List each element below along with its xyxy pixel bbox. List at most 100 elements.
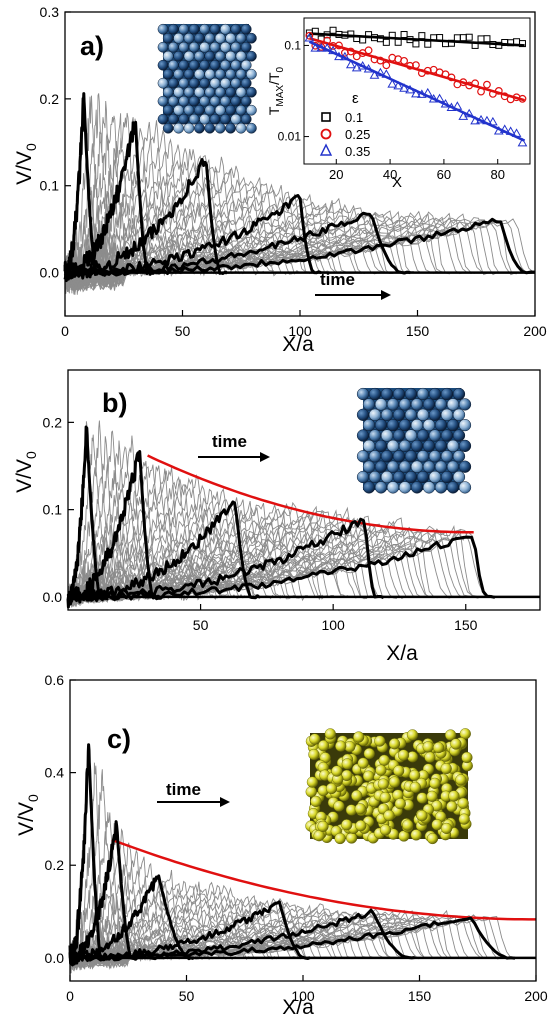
inset-marker-square	[465, 33, 473, 41]
black-waveform	[67, 535, 496, 602]
inset-marker-triangle	[399, 83, 409, 92]
black-waveform	[68, 900, 311, 963]
gray-waveform	[69, 896, 271, 969]
panel-a: 0 50 100 150 200 0.0 0.1 0.2 0.3 a) time X/a V/V…	[13, 4, 547, 356]
plot-frame-b	[67, 369, 541, 611]
y-tick-label: 0.2	[43, 414, 63, 430]
x-tick-label: 200	[523, 323, 547, 339]
panel-b: 50 100 150 0.0 0.1 0.2 b) time X/a V/V0	[13, 369, 541, 665]
inset-x-tick-label: 20	[329, 167, 343, 182]
sphere-packing-inset-c	[305, 728, 473, 845]
x-axis-label-a: X/a	[282, 333, 314, 356]
y-axis-label-b: V/V0	[13, 451, 39, 493]
x-tick-label: 200	[524, 988, 548, 1004]
x-tick-label: 50	[193, 617, 209, 633]
gray-waveform	[67, 527, 433, 603]
axes-b: 50 100 150 0.0 0.1 0.2	[43, 414, 478, 633]
y-tick-label: 0.1	[40, 178, 60, 194]
inset-marker-triangle	[517, 137, 528, 147]
inset-x-tick-label: 60	[437, 167, 451, 182]
inset-marker-square	[382, 38, 390, 46]
inset-fit-line	[308, 40, 526, 142]
legend-marker-triangle	[319, 143, 333, 156]
y-axis-label-a: V/V0	[13, 143, 39, 185]
axes-c: 0 50 100 150 200 0.0 0.2 0.4 0.6	[45, 672, 548, 1004]
inset-x-label: X	[392, 174, 402, 191]
envelope-curve	[111, 838, 536, 921]
inset-marker-circle	[364, 46, 373, 55]
inset-fit-line	[309, 36, 525, 102]
legend-marker-square	[321, 112, 331, 122]
inset-marker-square	[329, 26, 337, 34]
inset-marker-triangle	[411, 88, 421, 98]
gray-waveform	[64, 120, 177, 295]
panel-label-a: a)	[80, 31, 104, 61]
black-waveform	[66, 517, 385, 603]
inset-marker-triangle	[387, 79, 398, 88]
x-tick-label: 100	[321, 617, 345, 633]
gray-waveform	[67, 516, 375, 603]
inset-y-tick-label: 0.01	[278, 130, 302, 144]
black-waveform	[69, 916, 516, 962]
inset-x-tick-label: 80	[490, 167, 504, 182]
black-waveforms-a	[63, 92, 536, 283]
inset-legend-label: 0.35	[345, 144, 370, 159]
inset-marker-triangle	[304, 32, 315, 42]
inset-marker-circle	[483, 80, 491, 89]
panel-label-c: c)	[107, 724, 131, 754]
inset-marker-triangle	[351, 62, 362, 72]
inset-chart: 20 40 60 80 0.01 0.1 X TMAX/T0 ε 0.1 0.25 0.35	[266, 17, 531, 191]
inset-marker-triangle	[470, 115, 480, 125]
inset-x-tick-label: 40	[383, 167, 397, 182]
inset-marker-triangle	[310, 43, 321, 52]
inset-legend: ε 0.1 0.25 0.35	[319, 90, 370, 159]
y-tick-label: 0.0	[43, 589, 63, 605]
y-tick-label: 0.3	[40, 4, 60, 20]
x-tick-label: 150	[406, 323, 430, 339]
inset-fit-line	[309, 32, 525, 47]
black-waveform	[63, 217, 536, 277]
x-tick-label: 50	[175, 323, 191, 339]
envelope-curve	[147, 454, 474, 534]
x-tick-label: 0	[66, 988, 74, 1004]
annotation-time-a: time	[320, 270, 355, 289]
panel-c: 0 50 100 150 200 0.0 0.2 0.4 0.6 c) time X/a V/V…	[15, 672, 548, 1019]
envelope-b	[147, 454, 474, 534]
x-tick-label: 0	[61, 323, 69, 339]
y-tick-label: 0.6	[45, 672, 65, 688]
time-arrow-c	[157, 797, 230, 807]
axes-a: 0 50 100 150 200 0.0 0.1 0.2 0.3	[40, 4, 547, 339]
inset-marker-square	[412, 40, 420, 48]
black-waveforms-b	[66, 425, 540, 609]
inset-legend-label: 0.25	[345, 127, 370, 142]
inset-marker-circle	[382, 61, 391, 70]
inset-legend-title: ε	[352, 90, 359, 107]
gray-waveform	[69, 885, 215, 970]
black-waveforms-c	[68, 743, 536, 967]
y-tick-label: 0.0	[40, 265, 60, 281]
inset-marker-triangle	[345, 59, 356, 69]
legend-marker-circle	[320, 128, 332, 140]
panel-label-b: b)	[102, 388, 127, 418]
x-tick-label: 100	[291, 988, 315, 1004]
inset-marker-triangle	[393, 80, 404, 90]
y-tick-label: 0.4	[45, 765, 65, 781]
inset-axes: 20 40 60 80 0.01 0.1	[278, 38, 505, 182]
inset-y-label: TMAX/T0	[266, 66, 286, 115]
y-tick-label: 0.0	[45, 950, 65, 966]
y-axis-label-c: V/V0	[15, 794, 41, 836]
annotation-time-c: time	[166, 780, 201, 799]
inset-marker-circle	[400, 56, 408, 65]
black-waveform	[63, 158, 229, 280]
inset-series	[304, 26, 528, 147]
gray-waveform	[64, 100, 126, 293]
time-arrow-a	[315, 290, 391, 300]
x-axis-label-b: X/a	[386, 642, 418, 665]
lattice-inset-b	[356, 387, 472, 494]
y-tick-label: 0.2	[40, 91, 60, 107]
inset-marker-square	[483, 35, 491, 43]
time-arrow-b	[198, 452, 270, 462]
y-tick-label: 0.1	[43, 502, 63, 518]
x-axis-label-c: X/a	[282, 996, 314, 1019]
